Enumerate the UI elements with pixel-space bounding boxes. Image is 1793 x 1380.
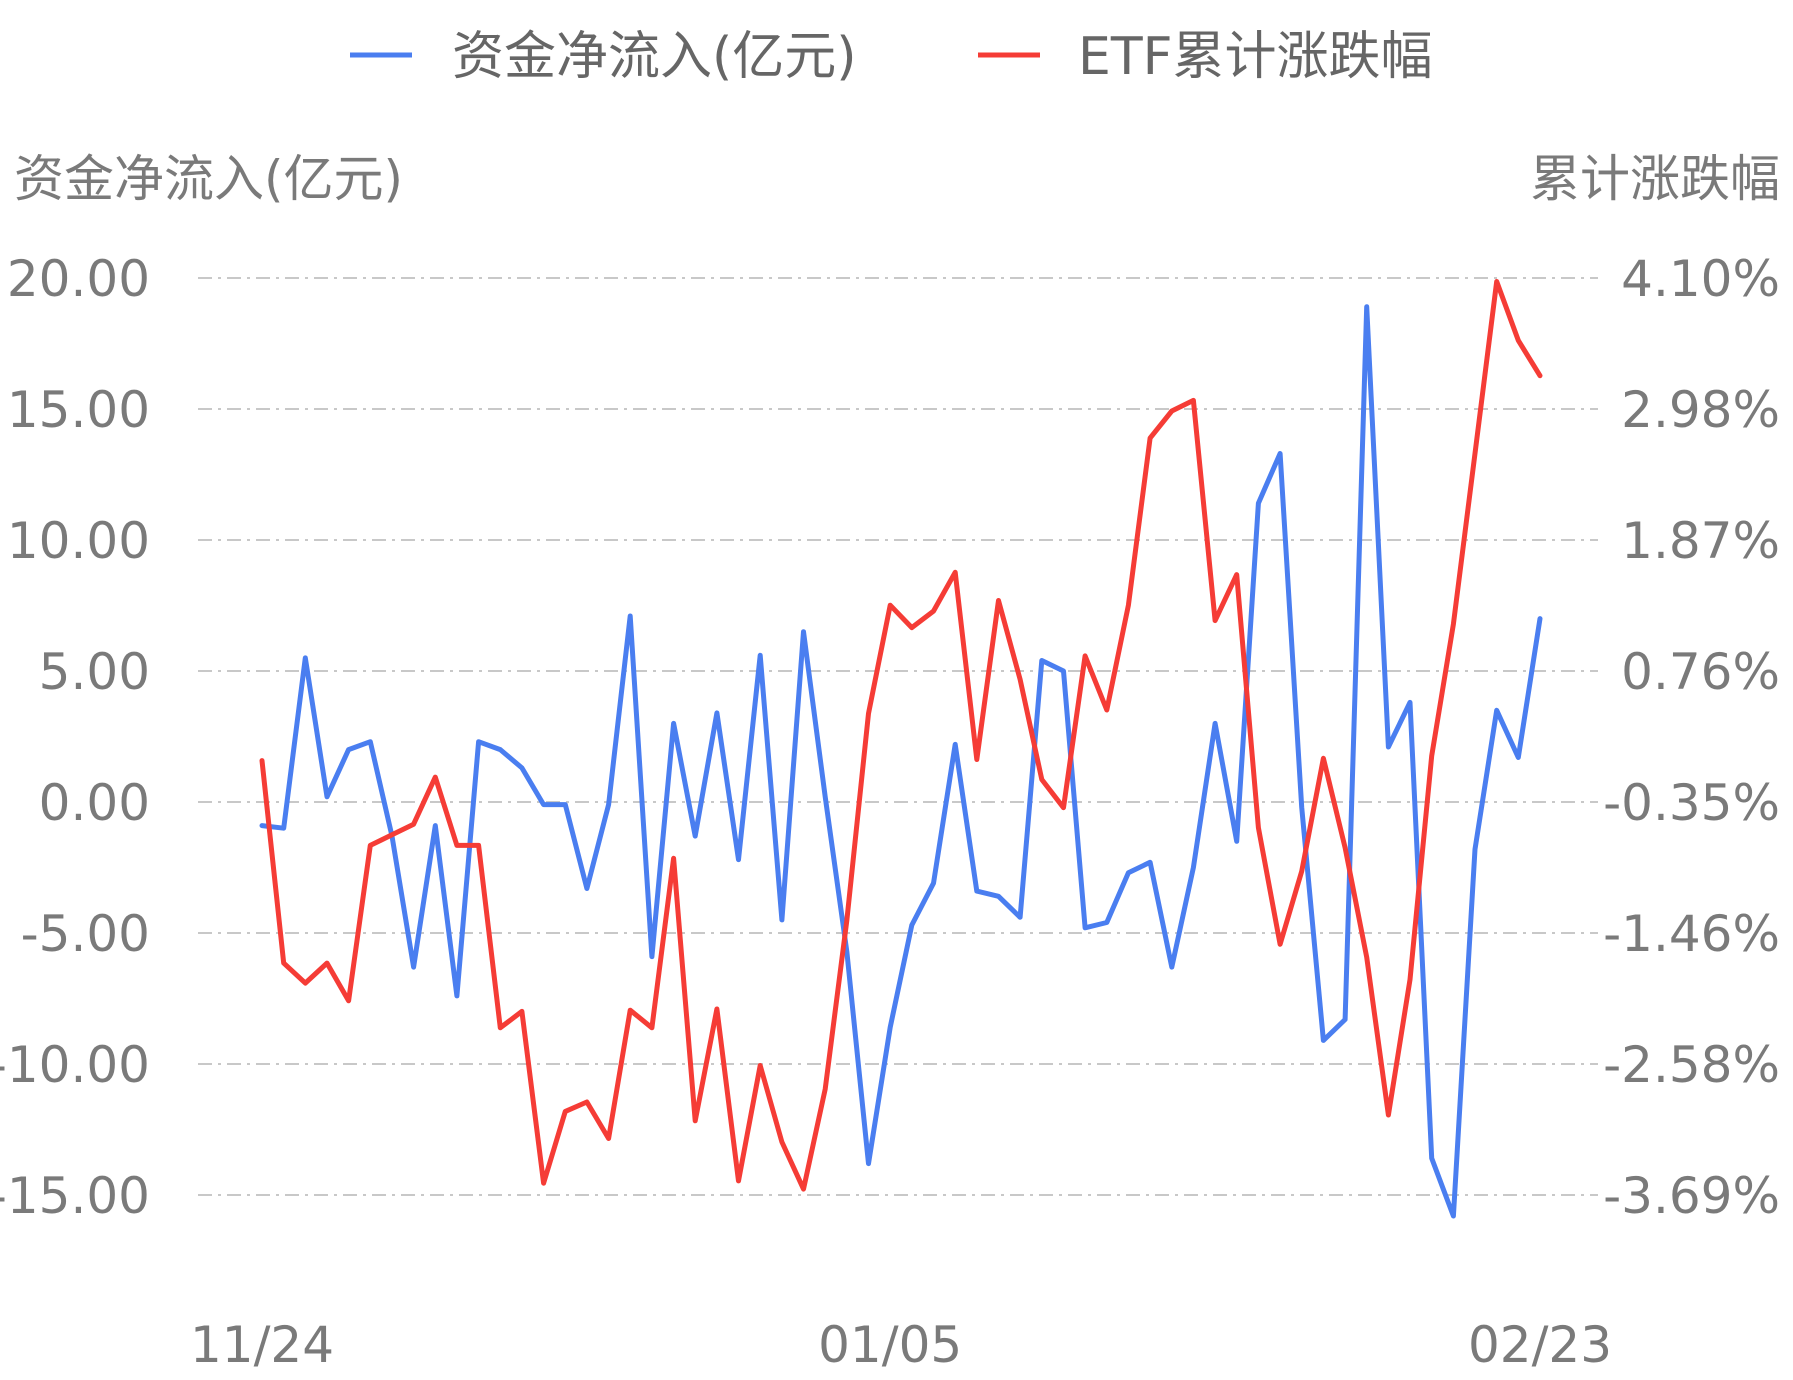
series-line-net-inflow	[259, 304, 1543, 1219]
right-tick-label: -0.35%	[1603, 774, 1780, 832]
right-tick-label: -1.46%	[1603, 905, 1780, 963]
x-axis-ticks: 11/24 01/05 02/23	[190, 1316, 1612, 1374]
x-tick-label: 11/24	[190, 1316, 334, 1374]
x-tick-label: 01/05	[818, 1316, 962, 1374]
legend: 资金净流入(亿元) ETF累计涨跌幅	[350, 27, 1433, 87]
right-tick-label: 1.87%	[1621, 512, 1780, 570]
left-axis-title: 资金净流入(亿元)	[14, 150, 403, 208]
right-tick-label: 0.76%	[1621, 643, 1780, 701]
right-tick-label: -3.69%	[1603, 1167, 1780, 1225]
left-tick-label: 20.00	[7, 250, 150, 308]
x-tick-label: 02/23	[1468, 1316, 1612, 1374]
right-tick-label: 4.10%	[1621, 250, 1780, 308]
left-axis-ticks: 20.00 15.00 10.00 5.00 0.00 -5.00 -10.00 -15.00	[0, 250, 150, 1225]
gridlines	[198, 277, 1598, 1196]
left-tick-label: 0.00	[39, 774, 150, 832]
right-axis-title: 累计涨跌幅	[1530, 150, 1780, 208]
left-tick-label: 10.00	[7, 512, 150, 570]
series-line-cumulative-change	[259, 279, 1543, 1192]
right-tick-label: -2.58%	[1603, 1036, 1780, 1094]
right-axis-ticks: 4.10% 2.98% 1.87% 0.76% -0.35% -1.46% -2.58% -3…	[1603, 250, 1780, 1225]
left-tick-label: -10.00	[0, 1036, 150, 1094]
left-tick-label: -5.00	[21, 905, 150, 963]
left-tick-label: 15.00	[7, 381, 150, 439]
left-tick-label: -15.00	[0, 1167, 150, 1225]
legend-label-net-inflow: 资金净流入(亿元)	[452, 27, 857, 87]
series-group	[259, 279, 1543, 1219]
left-tick-label: 5.00	[39, 643, 150, 701]
legend-label-cumulative-change: ETF累计涨跌幅	[1078, 27, 1433, 87]
right-tick-label: 2.98%	[1621, 381, 1780, 439]
